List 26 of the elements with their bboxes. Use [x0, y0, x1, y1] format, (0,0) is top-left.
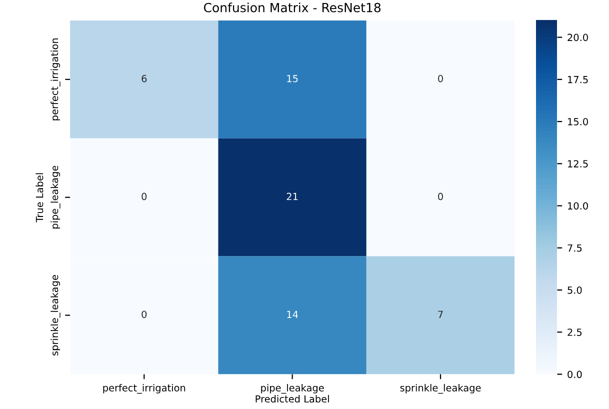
x-axis-title: Predicted Label	[256, 395, 329, 403]
data-label: 0	[438, 192, 443, 200]
y-tick-label: perfect_irrigation	[50, 38, 60, 120]
y-tick-label: pipe_leakage	[50, 166, 60, 229]
color-bar-label: 15.0	[568, 118, 588, 126]
x-tick-label: perfect_irrigation	[103, 384, 186, 394]
data-label: 0	[142, 310, 147, 318]
color-bar-label: 2.5	[568, 328, 582, 336]
color-bar-label: 5.0	[568, 286, 582, 294]
color-bar-label: 20.0	[568, 34, 588, 42]
data-label: 0	[142, 192, 147, 200]
color-bar-label: 12.5	[568, 160, 588, 168]
chart-title: Confusion Matrix - ResNet18	[204, 2, 381, 12]
data-label: 6	[142, 74, 147, 82]
x-tick-label: sprinkle_leakage	[400, 384, 481, 394]
color-bar-label: 10.0	[568, 202, 588, 210]
data-label: 0	[438, 74, 443, 82]
data-label: 14	[287, 310, 298, 318]
data-label: 21	[286, 192, 298, 200]
y-axis-title: True Label	[36, 173, 44, 222]
color-bar-label: 0.0	[568, 370, 582, 378]
color-bar-label: 7.5	[568, 244, 582, 252]
data-label: 15	[287, 75, 298, 82]
x-tick-label: pipe_leakage	[261, 384, 324, 394]
color-bar-label: 17.5	[568, 76, 588, 84]
data-label: 7	[438, 310, 443, 318]
